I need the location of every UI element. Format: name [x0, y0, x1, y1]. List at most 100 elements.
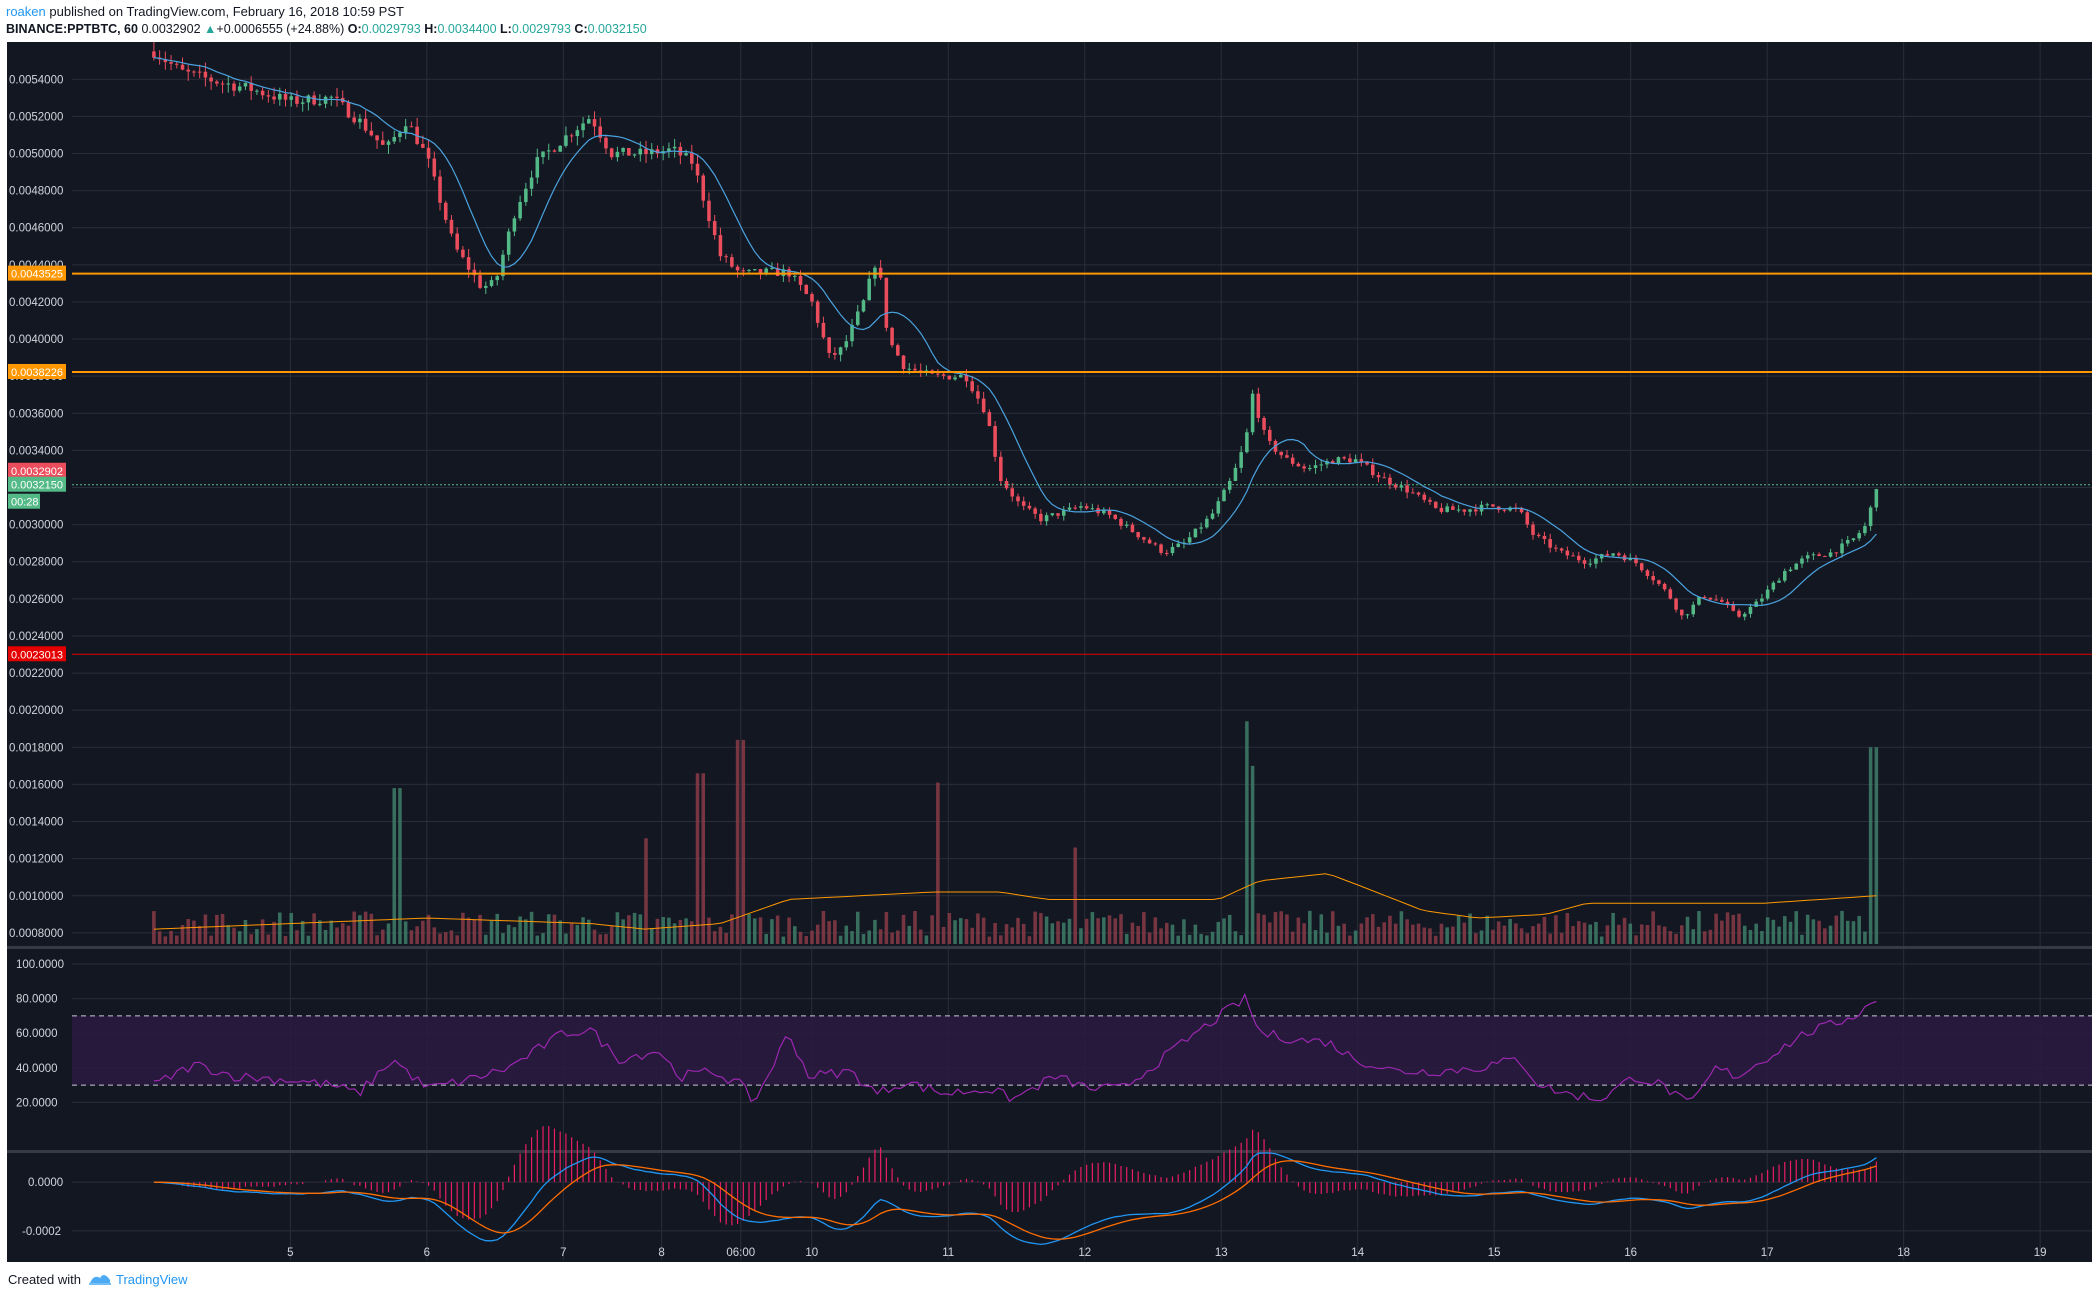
volume-bar — [381, 929, 385, 944]
candle — [1662, 583, 1667, 590]
candle — [907, 368, 912, 370]
candle — [1800, 558, 1804, 564]
volume-bar — [798, 931, 803, 944]
candle — [1382, 477, 1386, 479]
candle — [318, 103, 322, 105]
price-tick-label: 0.0012000 — [9, 854, 63, 866]
volume-bar — [1119, 914, 1123, 944]
candle — [1531, 524, 1535, 535]
candle — [815, 301, 820, 323]
volume-bar — [1433, 935, 1438, 944]
volume-bar — [1313, 930, 1318, 944]
volume-bar — [1765, 917, 1770, 944]
candle — [781, 269, 786, 276]
volume-bar — [1382, 922, 1386, 944]
volume-bar — [1136, 925, 1140, 944]
volume-bar — [1565, 913, 1570, 944]
candle — [323, 96, 328, 104]
volume-bar — [1542, 916, 1547, 944]
volume-bar — [169, 930, 173, 944]
candle — [1159, 544, 1163, 553]
volume-bar — [512, 927, 517, 944]
candle — [392, 136, 397, 142]
candle — [844, 341, 849, 348]
volume-bar — [924, 935, 929, 944]
rsi-tick-label: 80.0000 — [16, 994, 58, 1006]
candle — [672, 146, 677, 149]
volume-bar — [672, 923, 677, 944]
volume-bar — [266, 934, 271, 944]
level-label-box — [8, 265, 66, 281]
price-axis: 0.0054000 0.0052000 0.0050000 0.0048000 0.00… — [9, 74, 2092, 940]
volume-bar — [1021, 923, 1026, 944]
candle — [1296, 463, 1301, 467]
volume-bar — [1371, 914, 1375, 944]
candle — [1645, 570, 1650, 577]
volume-bar — [655, 918, 660, 944]
candle — [1021, 501, 1026, 506]
volume-bar — [1365, 917, 1369, 944]
volume-bar — [289, 912, 294, 944]
last-price: 0.0032902 — [141, 22, 201, 36]
volume-bar — [970, 927, 974, 944]
candle — [821, 322, 826, 338]
volume-bar — [1840, 910, 1844, 944]
volume-bar — [581, 917, 585, 944]
candle — [426, 147, 431, 159]
moving-average-line — [153, 57, 1877, 607]
volume-bar — [1491, 929, 1495, 944]
candle — [232, 83, 236, 91]
candle — [449, 219, 454, 234]
volume-bar — [1302, 923, 1306, 944]
volume-bar — [495, 913, 500, 944]
candle — [1176, 543, 1180, 547]
candle — [1748, 606, 1753, 614]
volume-bar — [993, 923, 997, 944]
volume-bar — [1725, 912, 1730, 944]
candle — [1725, 601, 1730, 605]
candle — [993, 426, 997, 457]
author-link[interactable]: roaken — [6, 4, 46, 19]
volume-bar — [569, 923, 574, 944]
candle — [1674, 598, 1678, 610]
volume-bar — [197, 925, 202, 944]
candle — [1004, 481, 1009, 489]
candle — [1056, 513, 1060, 516]
volume-bar — [1124, 934, 1129, 944]
volume-bar — [1571, 926, 1575, 944]
volume-bar — [1187, 934, 1192, 944]
volume-bar — [1439, 923, 1444, 944]
candle — [1783, 571, 1787, 581]
volume-bar — [295, 930, 299, 944]
tradingview-link[interactable]: TradingView — [116, 1272, 188, 1287]
candle — [867, 278, 871, 301]
volume-bar — [1525, 933, 1530, 944]
volume-bar — [1874, 747, 1879, 944]
volume-bar — [867, 930, 871, 944]
candle — [1290, 457, 1295, 464]
volume-bar — [443, 932, 448, 944]
volume-bar — [363, 911, 368, 944]
candle — [730, 257, 734, 267]
candle — [592, 119, 597, 127]
level-label: 0.0038226 — [11, 367, 63, 379]
candle — [1680, 609, 1684, 616]
volume-bar — [1628, 923, 1633, 944]
volume-bar — [1428, 928, 1432, 944]
candle — [793, 275, 797, 277]
candle — [1164, 552, 1169, 554]
candle — [850, 324, 854, 342]
volume-bar — [609, 925, 614, 944]
price-chart[interactable]: 0.0054000 0.0052000 0.0050000 0.0048000 0.00… — [0, 42, 2099, 1262]
volume-bar — [1788, 921, 1793, 944]
candle — [1485, 504, 1489, 506]
macd-line — [153, 1152, 1877, 1246]
candle — [1428, 499, 1432, 502]
volume-bar — [735, 739, 740, 944]
candle — [1330, 461, 1335, 464]
candle — [587, 119, 591, 124]
candle — [1771, 582, 1776, 590]
volume-bar — [529, 911, 534, 944]
candle — [861, 300, 866, 312]
high-label: H: — [424, 22, 438, 36]
